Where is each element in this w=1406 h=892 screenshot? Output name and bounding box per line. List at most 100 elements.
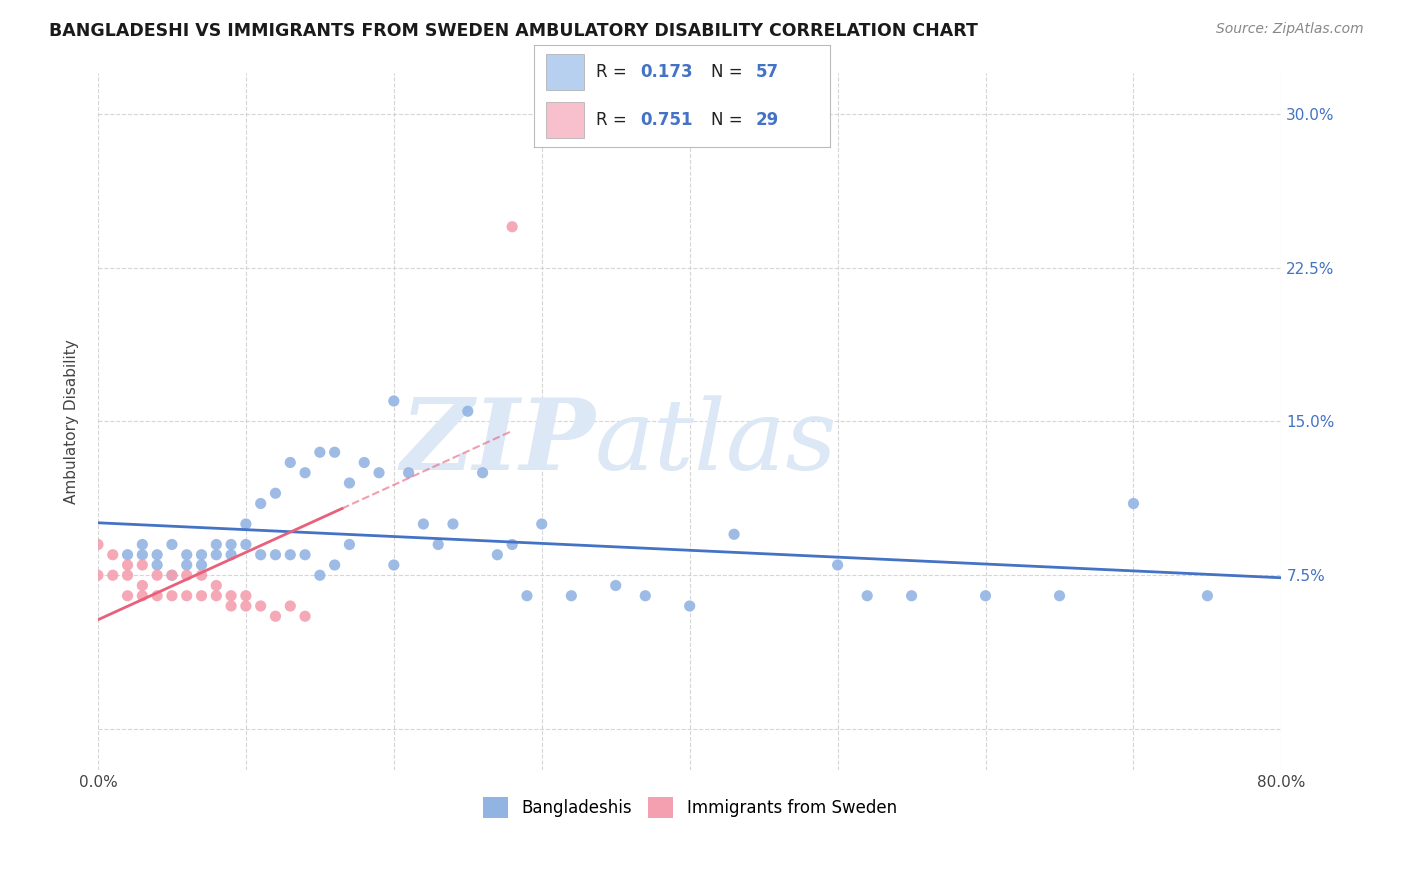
Point — [368, 466, 391, 480]
Point — [308, 568, 330, 582]
Point — [486, 548, 509, 562]
Point — [516, 589, 538, 603]
Point — [160, 568, 183, 582]
Point — [471, 466, 494, 480]
Point — [101, 548, 124, 562]
Text: N =: N = — [711, 111, 748, 129]
Point — [900, 589, 922, 603]
Point — [190, 548, 212, 562]
Point — [176, 568, 198, 582]
Point — [530, 516, 553, 531]
Text: 0.751: 0.751 — [641, 111, 693, 129]
Point — [278, 599, 301, 613]
Point — [249, 599, 271, 613]
Text: BANGLADESHI VS IMMIGRANTS FROM SWEDEN AMBULATORY DISABILITY CORRELATION CHART: BANGLADESHI VS IMMIGRANTS FROM SWEDEN AM… — [49, 22, 979, 40]
Point — [249, 548, 271, 562]
Point — [441, 516, 464, 531]
Point — [146, 589, 169, 603]
Text: ZIP: ZIP — [399, 394, 595, 491]
Point — [146, 558, 169, 572]
Point — [278, 548, 301, 562]
Point — [87, 537, 110, 551]
Point — [219, 589, 242, 603]
Point — [190, 558, 212, 572]
Point — [323, 445, 346, 459]
Point — [176, 558, 198, 572]
Point — [827, 558, 849, 572]
Point — [190, 568, 212, 582]
Point — [160, 589, 183, 603]
Text: R =: R = — [596, 111, 633, 129]
Text: R =: R = — [596, 62, 633, 81]
Point — [160, 568, 183, 582]
Point — [235, 537, 257, 551]
Point — [264, 609, 287, 624]
FancyBboxPatch shape — [546, 54, 585, 90]
Point — [87, 568, 110, 582]
Point — [205, 537, 228, 551]
Point — [146, 548, 169, 562]
Point — [560, 589, 582, 603]
Point — [235, 516, 257, 531]
Point — [219, 537, 242, 551]
Point — [294, 466, 316, 480]
Point — [382, 558, 405, 572]
Point — [323, 558, 346, 572]
Point — [382, 394, 405, 409]
Point — [398, 466, 420, 480]
Point — [131, 558, 153, 572]
Point — [427, 537, 450, 551]
FancyBboxPatch shape — [546, 102, 585, 138]
Point — [131, 537, 153, 551]
Point — [205, 548, 228, 562]
Point — [634, 589, 657, 603]
Text: 57: 57 — [756, 62, 779, 81]
Text: 29: 29 — [756, 111, 779, 129]
Point — [219, 599, 242, 613]
Point — [205, 578, 228, 592]
Point — [117, 568, 139, 582]
Text: Source: ZipAtlas.com: Source: ZipAtlas.com — [1216, 22, 1364, 37]
Point — [339, 475, 361, 490]
Point — [160, 537, 183, 551]
Point — [501, 537, 523, 551]
Point — [101, 568, 124, 582]
Point — [308, 445, 330, 459]
Point — [457, 404, 479, 418]
Point — [856, 589, 879, 603]
Point — [1197, 589, 1219, 603]
Point — [219, 548, 242, 562]
Point — [278, 455, 301, 469]
Point — [264, 486, 287, 500]
Point — [131, 589, 153, 603]
Point — [235, 589, 257, 603]
Point — [264, 548, 287, 562]
Point — [679, 599, 702, 613]
Legend: Bangladeshis, Immigrants from Sweden: Bangladeshis, Immigrants from Sweden — [477, 790, 904, 824]
Point — [131, 578, 153, 592]
Point — [131, 548, 153, 562]
Point — [412, 516, 434, 531]
Text: atlas: atlas — [595, 395, 838, 490]
Point — [294, 609, 316, 624]
Point — [294, 548, 316, 562]
Text: N =: N = — [711, 62, 748, 81]
Point — [117, 548, 139, 562]
Point — [190, 589, 212, 603]
Point — [605, 578, 627, 592]
Point — [146, 568, 169, 582]
Point — [249, 496, 271, 510]
Y-axis label: Ambulatory Disability: Ambulatory Disability — [65, 339, 79, 504]
Text: 0.173: 0.173 — [641, 62, 693, 81]
Point — [1122, 496, 1144, 510]
Point — [117, 589, 139, 603]
Point — [117, 558, 139, 572]
Point — [1049, 589, 1071, 603]
Point — [501, 219, 523, 234]
Point — [176, 589, 198, 603]
Point — [353, 455, 375, 469]
Point — [723, 527, 745, 541]
Point — [235, 599, 257, 613]
Point — [205, 589, 228, 603]
Point — [339, 537, 361, 551]
